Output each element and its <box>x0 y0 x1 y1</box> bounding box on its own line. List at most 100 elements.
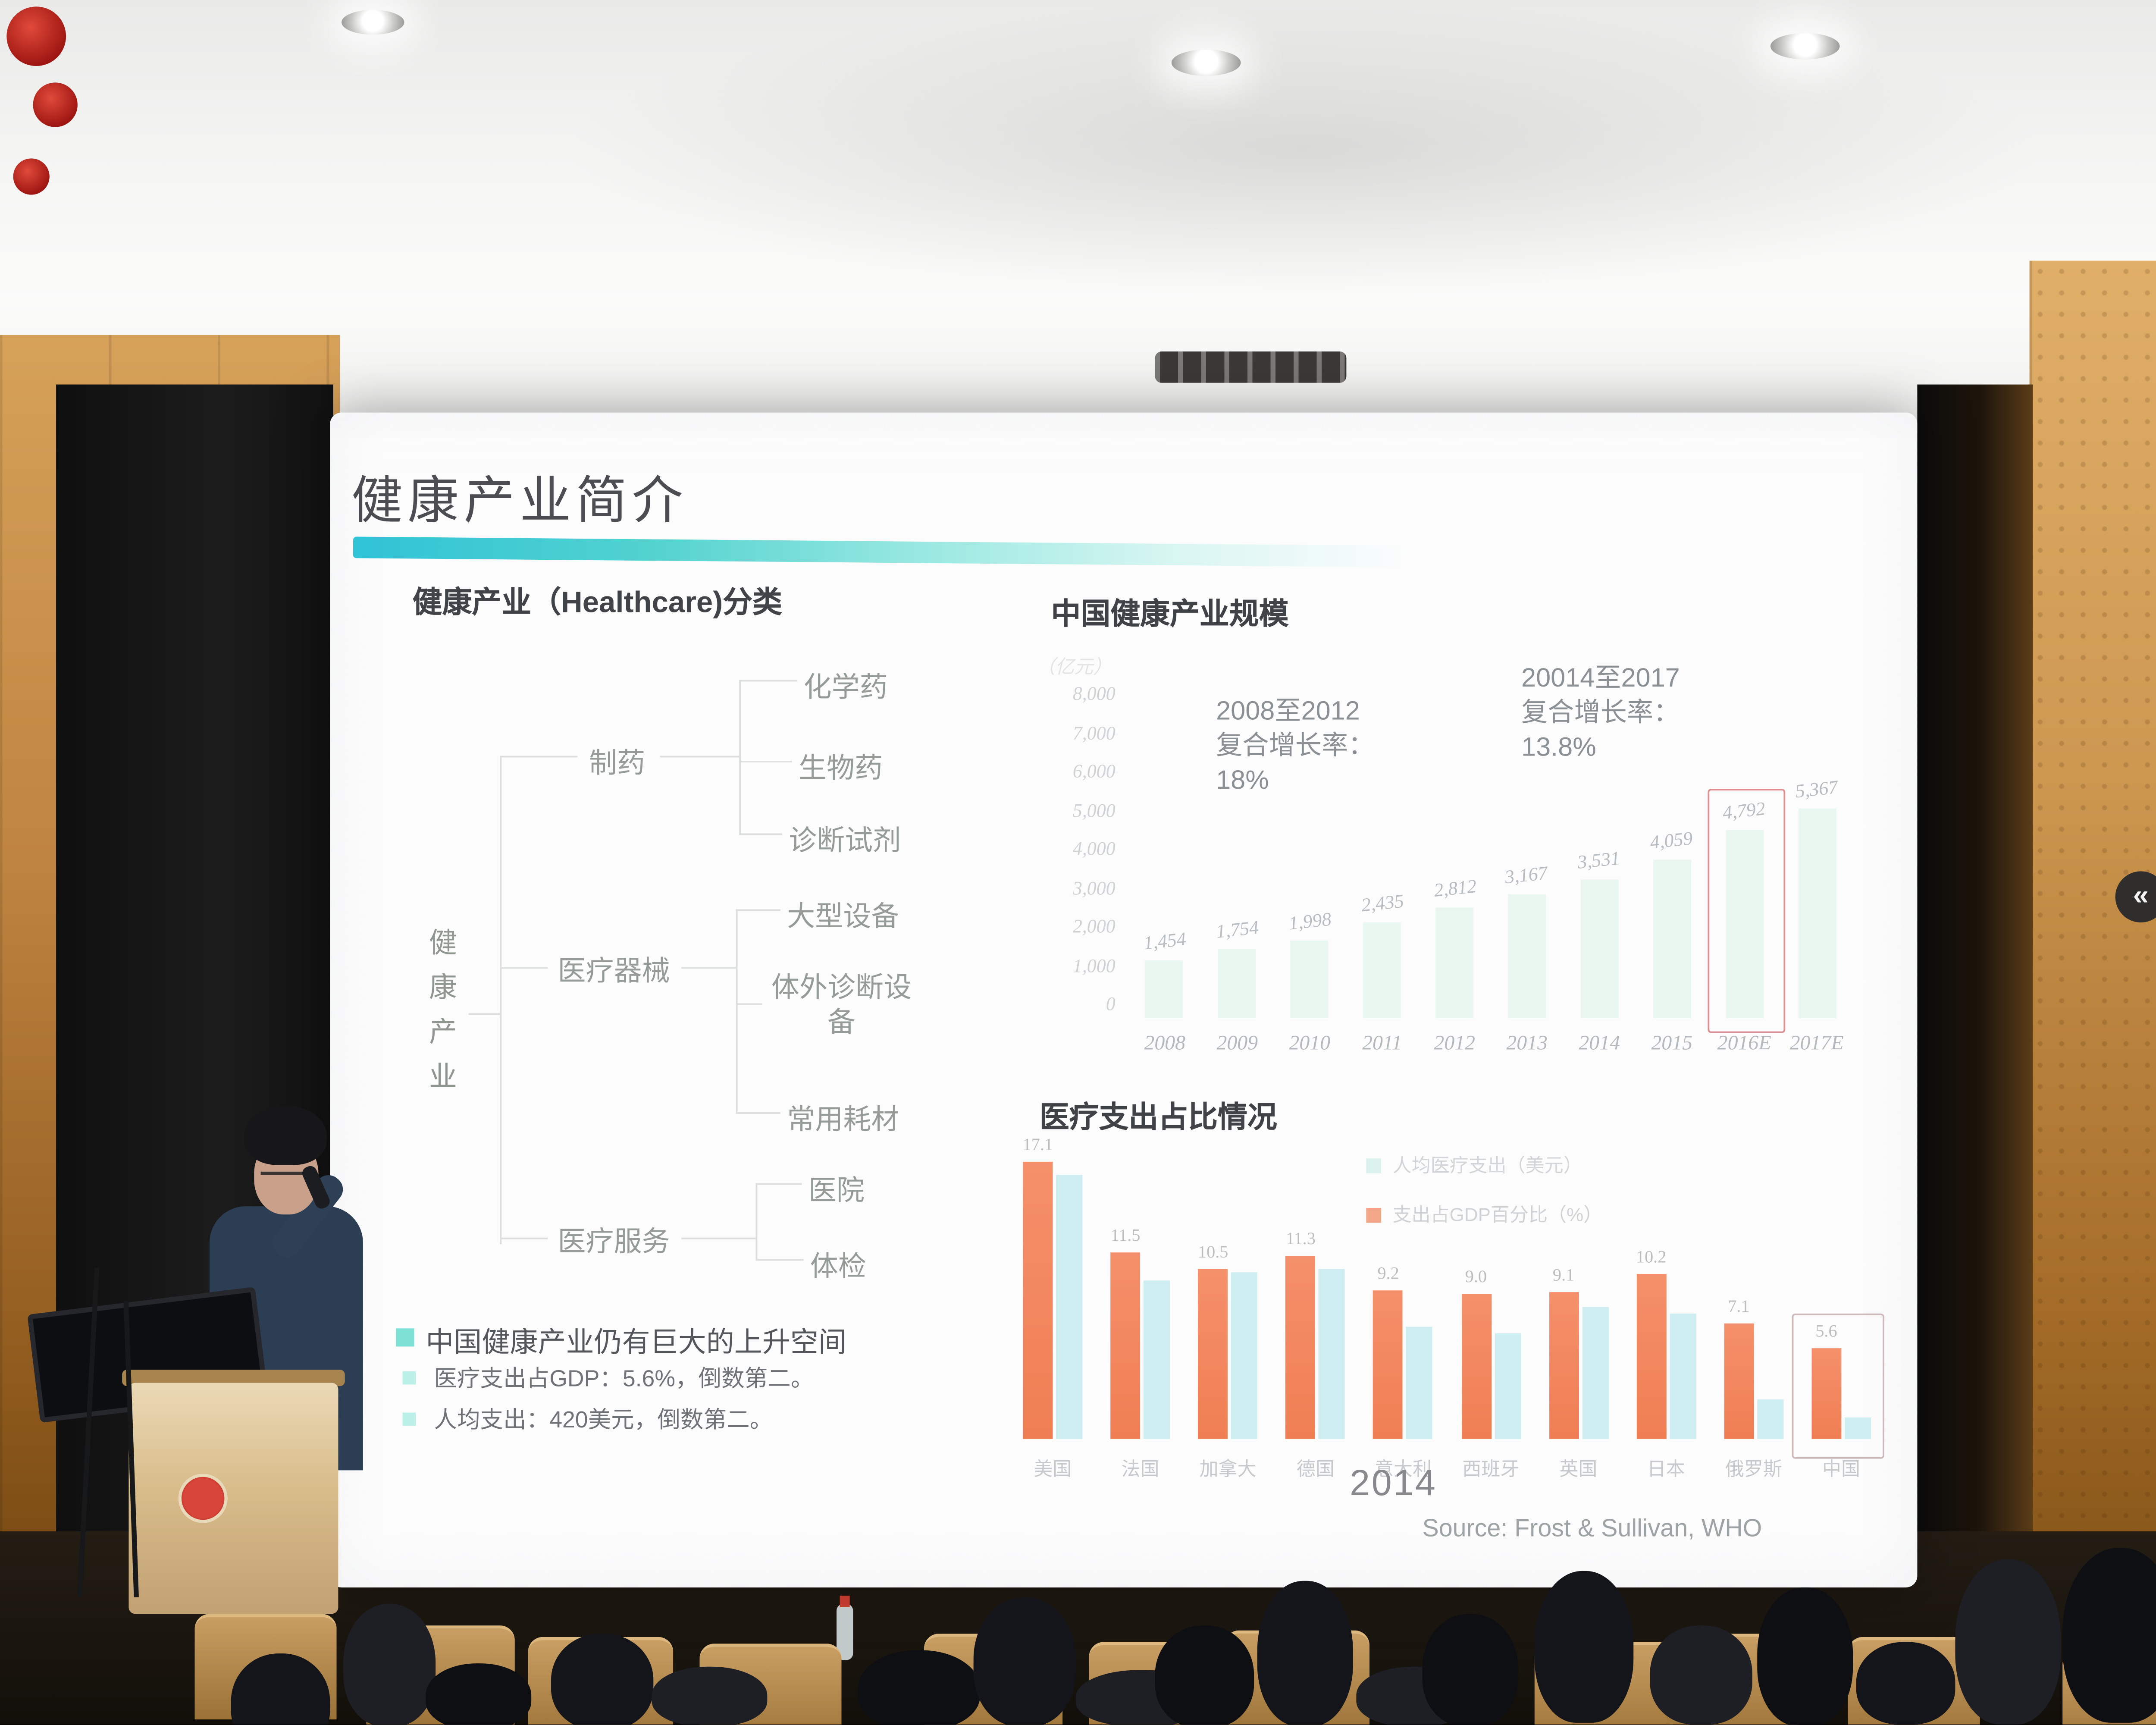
tree-leaf-label: 医院 <box>808 1175 865 1207</box>
ceiling-light <box>1770 33 1840 60</box>
audience-head <box>973 1597 1076 1725</box>
tree-line <box>736 909 738 1113</box>
projection-screen: 健康产业简介 健康产业（Healthcare)分类 健康产业 制药 医疗器械 医… <box>330 412 1918 1588</box>
tree-leaf-label: 大型设备 <box>787 901 899 932</box>
tree-line <box>736 909 780 911</box>
audience-head <box>1422 1614 1518 1725</box>
bar-value-label: 5.6 <box>1815 1324 1837 1342</box>
bar-value-label: 7.1 <box>1728 1299 1750 1318</box>
audience-head <box>1650 1625 1752 1725</box>
bar-value-label: 9.0 <box>1465 1268 1487 1287</box>
tree-line <box>681 967 736 969</box>
per-capita-bar <box>1231 1272 1258 1439</box>
chart2-x-axis-year: 2014 <box>1350 1462 1437 1503</box>
x-tick-label: 2009 <box>1216 1031 1258 1055</box>
tree-branch-label: 医疗服务 <box>558 1226 670 1258</box>
tree-line <box>739 833 782 835</box>
tree-line <box>755 1259 804 1261</box>
per-capita-bar <box>1844 1417 1871 1439</box>
title-underline-bar <box>353 536 1410 568</box>
gdp-percent-bar <box>1023 1162 1053 1439</box>
gdp-percent-bar <box>1198 1269 1228 1439</box>
chart1-axis-unit: （亿元） <box>1036 658 1112 678</box>
bar-value-label: 17.1 <box>1022 1138 1053 1156</box>
sub-bullet-text: 医疗支出占GDP：5.6%，倒数第二。 <box>434 1364 814 1391</box>
tree-root-label: 健康产业 <box>429 927 457 1093</box>
x-tick-label: 2008 <box>1144 1031 1186 1055</box>
tree-branch-label: 医疗器械 <box>558 955 670 987</box>
bar <box>1146 961 1184 1018</box>
x-tick-label: 西班牙 <box>1462 1460 1520 1480</box>
tree-line <box>500 756 578 758</box>
audience-head <box>343 1604 436 1725</box>
audience-head <box>426 1663 532 1725</box>
y-tick-label: 0 <box>1106 995 1116 1015</box>
per-capita-bar <box>1056 1175 1083 1439</box>
chart1-annotation-2: 20014至2017 复合增长率： 13.8% <box>1521 663 1680 766</box>
ceiling-vent <box>1155 351 1347 383</box>
x-tick-label: 2016E <box>1717 1031 1771 1055</box>
bar <box>1363 922 1401 1018</box>
y-tick-label: 6,000 <box>1072 762 1116 782</box>
x-tick-label: 日本 <box>1647 1460 1685 1480</box>
slide-title: 健康产业简介 <box>351 472 688 530</box>
bar-value-label: 11.3 <box>1285 1231 1316 1250</box>
legend-label: 支出占GDP百分比（%） <box>1392 1206 1603 1226</box>
gdp-percent-bar <box>1110 1253 1141 1439</box>
audience-head <box>1856 1642 1955 1725</box>
chart2-legend-item: 支出占GDP百分比（%） <box>1366 1201 1602 1228</box>
tree-line <box>755 1183 758 1259</box>
right-wood-wall <box>2029 260 2156 1631</box>
tree-line <box>660 756 740 758</box>
y-tick-label: 1,000 <box>1072 956 1116 976</box>
bar-value-label: 9.1 <box>1552 1267 1575 1286</box>
chart2-highlight-box <box>1792 1313 1884 1459</box>
audience-head <box>858 1650 980 1725</box>
per-capita-bar <box>1494 1334 1521 1439</box>
audience-head <box>1955 1559 2061 1725</box>
y-tick-label: 2,000 <box>1072 917 1116 938</box>
per-capita-bar <box>1144 1280 1170 1439</box>
gdp-percent-bar <box>1461 1293 1491 1439</box>
per-capita-bar <box>1319 1269 1345 1439</box>
tree-line <box>755 1183 802 1185</box>
bar-value-label: 9.2 <box>1377 1265 1399 1284</box>
x-tick-label: 意大利 <box>1375 1460 1432 1480</box>
legend-swatch-orange <box>1366 1207 1381 1222</box>
tree-line <box>736 1003 762 1005</box>
audience-head <box>1155 1625 1254 1725</box>
gdp-percent-bar <box>1636 1274 1666 1439</box>
tree-line <box>681 1237 756 1239</box>
tree-line <box>739 761 792 762</box>
annotation-line: 18% <box>1216 766 1269 795</box>
x-tick-label: 中国 <box>1822 1460 1860 1480</box>
per-capita-bar <box>1669 1314 1696 1439</box>
x-tick-label: 美国 <box>1034 1460 1072 1480</box>
x-tick-label: 2017E <box>1789 1031 1844 1055</box>
red-lantern <box>13 158 50 195</box>
y-tick-label: 8,000 <box>1072 684 1116 705</box>
x-tick-label: 法国 <box>1121 1460 1159 1480</box>
y-tick-label: 3,000 <box>1072 878 1116 899</box>
audience-head <box>231 1653 330 1725</box>
tree-leaf-label: 常用耗材 <box>787 1104 899 1135</box>
gdp-percent-bar <box>1811 1348 1841 1439</box>
bar <box>1508 894 1546 1018</box>
bar-value-label: 10.2 <box>1636 1249 1667 1267</box>
tree-line <box>500 967 548 969</box>
legend-label: 人均医疗支出（美元） <box>1392 1157 1583 1177</box>
red-lantern <box>6 6 66 66</box>
annotation-line: 13.8% <box>1521 734 1596 762</box>
bullet-marker <box>396 1328 414 1347</box>
legend-swatch-teal <box>1366 1157 1381 1173</box>
y-tick-label: 5,000 <box>1072 801 1116 821</box>
presenter-glasses <box>260 1165 314 1175</box>
audience-head <box>2062 1548 2156 1723</box>
sub-bullet-marker <box>402 1371 416 1385</box>
x-tick-label: 2010 <box>1289 1031 1331 1055</box>
annotation-line: 2008至2012 <box>1216 698 1360 726</box>
bullet-text: 中国健康产业仍有巨大的上升空间 <box>426 1327 846 1358</box>
x-tick-label: 英国 <box>1559 1460 1598 1480</box>
tree-leaf-label: 化学药 <box>803 671 888 703</box>
red-lantern <box>33 82 78 127</box>
